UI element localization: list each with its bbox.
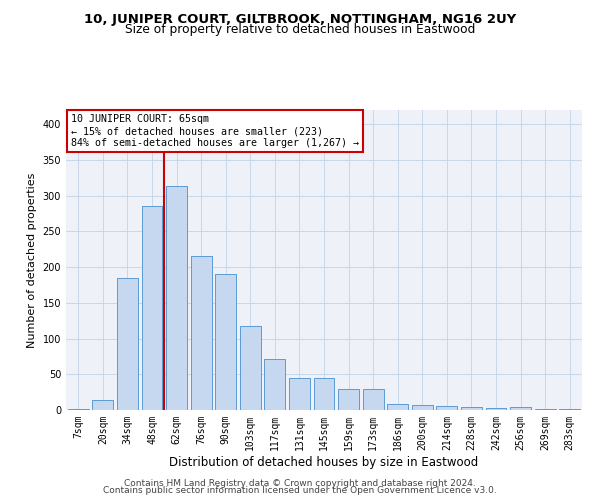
Bar (461, 407, 482, 410)
Bar (412, 405, 433, 410)
Text: 10, JUNIPER COURT, GILTBROOK, NOTTINGHAM, NG16 2UY: 10, JUNIPER COURT, GILTBROOK, NOTTINGHAM… (84, 12, 516, 26)
Bar (535, 408, 556, 410)
Bar (362, 388, 383, 410)
Bar (314, 378, 334, 410)
Bar (485, 408, 506, 410)
Bar (436, 406, 457, 410)
Bar (338, 388, 359, 410)
Bar (142, 206, 163, 410)
Bar (510, 407, 531, 410)
Bar (559, 408, 580, 410)
Text: Size of property relative to detached houses in Eastwood: Size of property relative to detached ho… (125, 22, 475, 36)
X-axis label: Distribution of detached houses by size in Eastwood: Distribution of detached houses by size … (169, 456, 479, 468)
Bar (166, 186, 187, 410)
Text: 10 JUNIPER COURT: 65sqm
← 15% of detached houses are smaller (223)
84% of semi-d: 10 JUNIPER COURT: 65sqm ← 15% of detache… (71, 114, 359, 148)
Bar (289, 378, 310, 410)
Text: Contains public sector information licensed under the Open Government Licence v3: Contains public sector information licen… (103, 486, 497, 495)
Y-axis label: Number of detached properties: Number of detached properties (27, 172, 37, 348)
Bar (240, 326, 261, 410)
Bar (215, 274, 236, 410)
Bar (387, 404, 408, 410)
Bar (68, 408, 89, 410)
Bar (117, 278, 138, 410)
Bar (265, 358, 286, 410)
Bar (191, 256, 212, 410)
Text: Contains HM Land Registry data © Crown copyright and database right 2024.: Contains HM Land Registry data © Crown c… (124, 478, 476, 488)
Bar (92, 400, 113, 410)
